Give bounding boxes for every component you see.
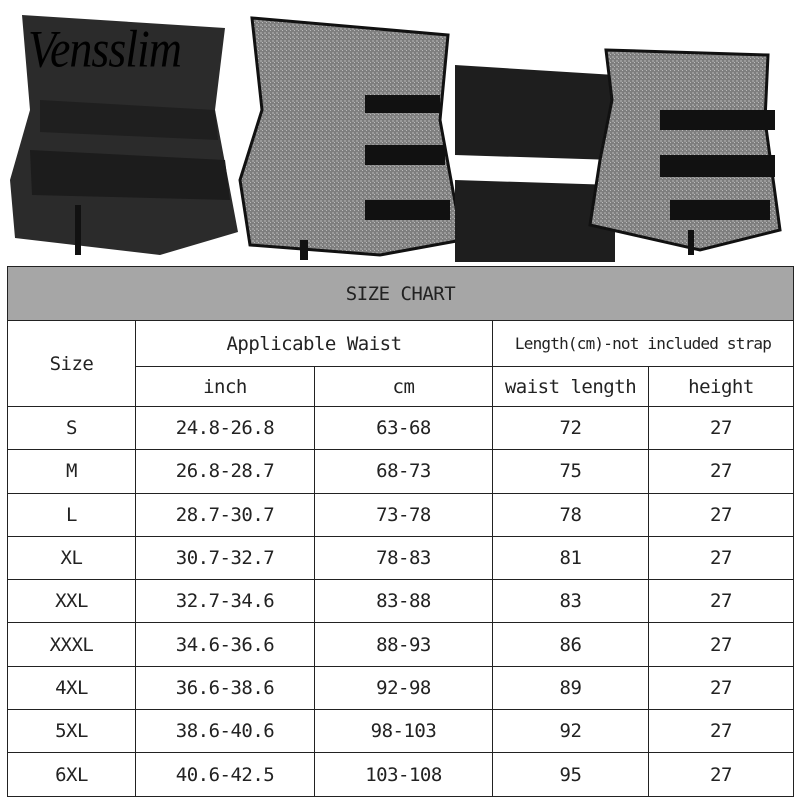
waist-inch-cell: 32.7-34.6 [135, 579, 315, 624]
size-chart-table: SIZE CHART Size Applicable Waist Length(… [7, 266, 794, 797]
waist-inch-cell: 28.7-30.7 [135, 492, 315, 537]
waist-inch-cell: 26.8-28.7 [135, 449, 315, 494]
size-cell: 5XL [7, 709, 136, 754]
table-row: 6XL 40.6-42.5 103-108 95 27 [7, 752, 794, 797]
waist-cm-cell: 78-83 [314, 535, 493, 581]
size-cell: S [7, 405, 136, 451]
size-cell: XL [7, 535, 136, 581]
height-cell: 27 [648, 492, 794, 537]
size-chart-title: SIZE CHART [7, 266, 794, 321]
table-row: XXXL 34.6-36.6 88-93 86 27 [7, 622, 794, 667]
waist-cm-cell: 103-108 [314, 752, 493, 797]
waist-length-cell: 72 [492, 405, 649, 451]
waist-inch-cell: 38.6-40.6 [135, 709, 315, 754]
table-row: L 28.7-30.7 73-78 78 27 [7, 492, 794, 537]
size-cell: 4XL [7, 665, 136, 711]
height-cell: 27 [648, 405, 794, 451]
waist-length-header: waist length [492, 366, 649, 407]
height-cell: 27 [648, 622, 794, 667]
size-cell: M [7, 449, 136, 494]
waist-cm-cell: 83-88 [314, 579, 493, 624]
waist-trainer-illustrations [10, 15, 782, 275]
inch-header: inch [135, 366, 315, 407]
cm-header: cm [314, 366, 493, 407]
size-cell: L [7, 492, 136, 537]
table-row: XXL 32.7-34.6 83-88 83 27 [7, 579, 794, 624]
waist-length-cell: 81 [492, 535, 649, 581]
brand-logo: Vensslim [28, 19, 182, 78]
table-row: S 24.8-26.8 63-68 72 27 [7, 405, 794, 451]
size-cell: 6XL [7, 752, 136, 797]
size-header: Size [7, 320, 136, 407]
waist-cm-cell: 88-93 [314, 622, 493, 667]
grey-waist-trainer [238, 16, 464, 257]
waist-length-cell: 92 [492, 709, 649, 754]
waist-length-cell: 89 [492, 665, 649, 711]
waist-cm-cell: 63-68 [314, 405, 493, 451]
product-photos: Vensslim [0, 0, 800, 275]
strap [455, 180, 615, 275]
length-header: Length(cm)-not included strap [492, 320, 794, 367]
waist-cm-cell: 68-73 [314, 449, 493, 494]
table-row: XL 30.7-32.7 78-83 81 27 [7, 535, 794, 581]
waist-length-cell: 75 [492, 449, 649, 494]
waist-length-cell: 78 [492, 492, 649, 537]
waist-cm-cell: 92-98 [314, 665, 493, 711]
height-cell: 27 [648, 449, 794, 494]
size-cell: XXL [7, 579, 136, 624]
height-cell: 27 [648, 709, 794, 754]
strap [455, 65, 615, 160]
waist-inch-cell: 36.6-38.6 [135, 665, 315, 711]
table-row: 4XL 36.6-38.6 92-98 89 27 [7, 665, 794, 711]
waist-length-cell: 86 [492, 622, 649, 667]
table-row: M 26.8-28.7 68-73 75 27 [7, 449, 794, 494]
waist-length-cell: 95 [492, 752, 649, 797]
height-cell: 27 [648, 579, 794, 624]
height-cell: 27 [648, 665, 794, 711]
applicable-waist-header: Applicable Waist [135, 320, 493, 367]
height-header: height [648, 366, 794, 407]
waist-cm-cell: 98-103 [314, 709, 493, 754]
table-row: 5XL 38.6-40.6 98-103 92 27 [7, 709, 794, 754]
waist-inch-cell: 40.6-42.5 [135, 752, 315, 797]
waist-inch-cell: 34.6-36.6 [135, 622, 315, 667]
waist-cm-cell: 73-78 [314, 492, 493, 537]
height-cell: 27 [648, 752, 794, 797]
height-cell: 27 [648, 535, 794, 581]
waist-length-cell: 83 [492, 579, 649, 624]
size-cell: XXXL [7, 622, 136, 667]
waist-inch-cell: 30.7-32.7 [135, 535, 315, 581]
waist-inch-cell: 24.8-26.8 [135, 405, 315, 451]
